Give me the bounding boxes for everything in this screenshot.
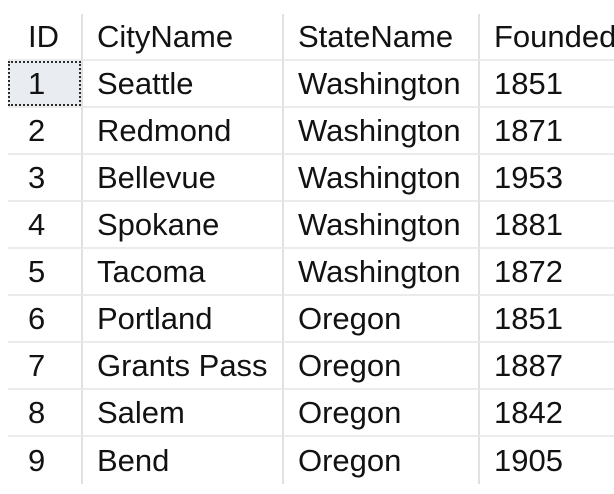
column-header-cityname[interactable]: CityName <box>81 14 282 61</box>
cell-id[interactable]: 7 <box>8 343 81 390</box>
cell-founded[interactable]: 1953 <box>478 155 614 202</box>
column-header-founded[interactable]: Founded <box>478 14 614 61</box>
cell-founded[interactable]: 1872 <box>478 249 614 296</box>
cell-founded[interactable]: 1851 <box>478 296 614 343</box>
cell-id[interactable]: 3 <box>8 155 81 202</box>
selected-cell-id[interactable]: 1 <box>8 61 81 108</box>
cell-id[interactable]: 9 <box>8 437 81 484</box>
cell-id[interactable]: 2 <box>8 108 81 155</box>
column-header-id[interactable]: ID <box>8 14 81 61</box>
cell-id[interactable]: 4 <box>8 202 81 249</box>
cell-statename[interactable]: Washington <box>282 155 478 202</box>
cell-cityname[interactable]: Redmond <box>81 108 282 155</box>
cell-statename[interactable]: Washington <box>282 61 478 108</box>
cell-founded[interactable]: 1842 <box>478 390 614 437</box>
results-grid: ID CityName StateName Founded 1 Seattle … <box>8 14 614 484</box>
cell-statename[interactable]: Oregon <box>282 343 478 390</box>
cell-cityname[interactable]: Spokane <box>81 202 282 249</box>
cell-statename[interactable]: Washington <box>282 202 478 249</box>
cell-cityname[interactable]: Salem <box>81 390 282 437</box>
cell-founded[interactable]: 1851 <box>478 61 614 108</box>
cell-cityname[interactable]: Bend <box>81 437 282 484</box>
cell-cityname[interactable]: Portland <box>81 296 282 343</box>
cell-founded[interactable]: 1871 <box>478 108 614 155</box>
cell-statename[interactable]: Washington <box>282 108 478 155</box>
cell-statename[interactable]: Oregon <box>282 437 478 484</box>
cell-cityname[interactable]: Bellevue <box>81 155 282 202</box>
cell-founded[interactable]: 1905 <box>478 437 614 484</box>
cell-statename[interactable]: Washington <box>282 249 478 296</box>
cell-cityname[interactable]: Tacoma <box>81 249 282 296</box>
cell-id[interactable]: 5 <box>8 249 81 296</box>
column-header-statename[interactable]: StateName <box>282 14 478 61</box>
cell-id[interactable]: 8 <box>8 390 81 437</box>
cell-statename[interactable]: Oregon <box>282 390 478 437</box>
cell-statename[interactable]: Oregon <box>282 296 478 343</box>
cell-id[interactable]: 6 <box>8 296 81 343</box>
cell-cityname[interactable]: Seattle <box>81 61 282 108</box>
cell-cityname[interactable]: Grants Pass <box>81 343 282 390</box>
cell-founded[interactable]: 1887 <box>478 343 614 390</box>
cell-founded[interactable]: 1881 <box>478 202 614 249</box>
